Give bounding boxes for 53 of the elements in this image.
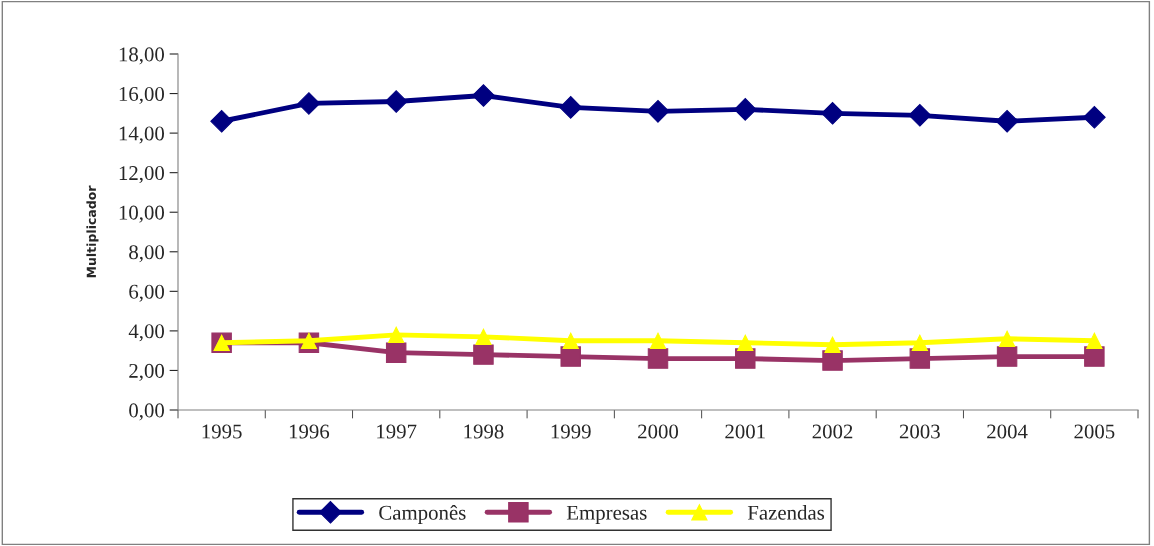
legend-label: Fazendas <box>747 505 825 520</box>
point <box>388 326 405 343</box>
point <box>472 84 495 107</box>
point <box>911 334 928 351</box>
point <box>733 98 757 121</box>
legend-label: Empresas <box>566 505 647 525</box>
point <box>210 109 233 133</box>
point <box>384 90 408 113</box>
point <box>385 342 407 363</box>
point <box>1084 346 1105 367</box>
x-tick-label: 1999 <box>551 424 591 439</box>
x-tick-label: 2000 <box>638 424 679 439</box>
point <box>560 346 581 367</box>
point <box>735 348 756 369</box>
point <box>475 328 492 345</box>
x-tick-label: 2003 <box>899 424 940 439</box>
y-tick-label: 2,00 <box>129 363 165 381</box>
y-tick-label: 4,00 <box>128 324 165 342</box>
point <box>559 96 583 119</box>
point <box>821 102 844 125</box>
y-tick-label: 14,00 <box>119 126 165 144</box>
y-axis-title: Multiplicador <box>86 185 99 278</box>
y-tick-label: 8,00 <box>129 245 165 263</box>
x-tick-label: 1996 <box>289 424 330 439</box>
x-tick-label: 2002 <box>812 424 853 439</box>
x-tick-label: 1995 <box>202 424 242 439</box>
legend-label: Camponês <box>379 505 466 525</box>
point <box>908 103 932 127</box>
point <box>1083 105 1106 129</box>
x-tick-label: 2004 <box>987 424 1028 439</box>
point <box>995 109 1019 133</box>
point <box>737 334 754 351</box>
y-tick-label: 18,00 <box>119 47 165 65</box>
x-tick-label: 2005 <box>1074 424 1115 439</box>
point <box>646 100 670 123</box>
point <box>649 332 667 349</box>
y-tick-label: 0,00 <box>129 403 165 421</box>
point <box>562 332 579 349</box>
y-tick-label: 10,00 <box>119 205 165 223</box>
point <box>822 350 843 371</box>
point <box>1086 332 1103 349</box>
y-tick-label: 12,00 <box>119 166 165 184</box>
x-tick-label: 2001 <box>725 424 765 439</box>
point <box>297 92 321 115</box>
x-tick-label: 1998 <box>464 424 504 439</box>
y-tick-label: 16,00 <box>119 86 165 104</box>
x-tick-label: 1997 <box>377 424 417 439</box>
point <box>998 330 1016 347</box>
point <box>473 344 494 365</box>
point <box>647 348 669 369</box>
point <box>824 336 841 353</box>
y-tick-label: 6,00 <box>129 284 165 302</box>
point <box>996 346 1018 367</box>
